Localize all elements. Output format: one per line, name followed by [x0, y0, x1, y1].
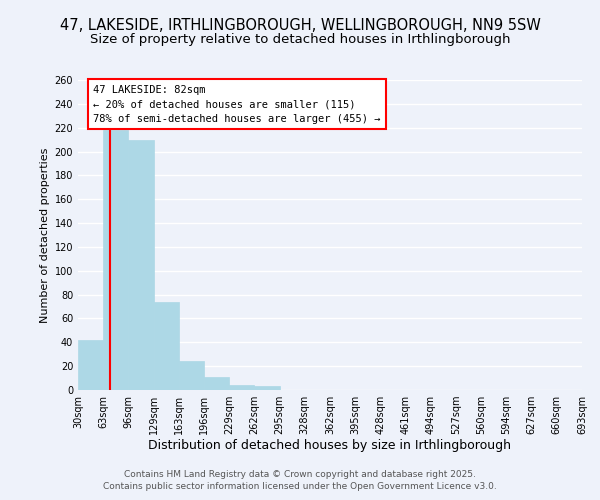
- Bar: [179, 362, 204, 390]
- Bar: [128, 140, 154, 390]
- Text: Size of property relative to detached houses in Irthlingborough: Size of property relative to detached ho…: [90, 32, 510, 46]
- Text: Contains HM Land Registry data © Crown copyright and database right 2025.: Contains HM Land Registry data © Crown c…: [124, 470, 476, 479]
- Bar: [154, 302, 179, 390]
- Bar: [103, 130, 128, 390]
- X-axis label: Distribution of detached houses by size in Irthlingborough: Distribution of detached houses by size …: [149, 438, 511, 452]
- Y-axis label: Number of detached properties: Number of detached properties: [40, 148, 50, 322]
- Bar: [254, 386, 280, 390]
- Text: Contains public sector information licensed under the Open Government Licence v3: Contains public sector information licen…: [103, 482, 497, 491]
- Text: 47 LAKESIDE: 82sqm
← 20% of detached houses are smaller (115)
78% of semi-detach: 47 LAKESIDE: 82sqm ← 20% of detached hou…: [93, 84, 380, 124]
- Text: 47, LAKESIDE, IRTHLINGBOROUGH, WELLINGBOROUGH, NN9 5SW: 47, LAKESIDE, IRTHLINGBOROUGH, WELLINGBO…: [59, 18, 541, 32]
- Bar: [204, 377, 229, 390]
- Bar: [229, 385, 254, 390]
- Bar: [78, 340, 103, 390]
